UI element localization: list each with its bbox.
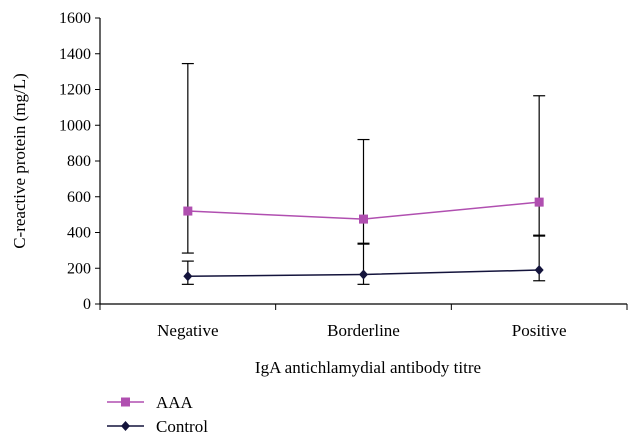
y-tick-label: 800 (67, 153, 91, 170)
data-point (534, 265, 544, 276)
x-axis-title: IgA antichlamydial antibody titre (255, 358, 481, 377)
y-tick-label: 400 (67, 225, 91, 242)
data-point (359, 214, 368, 224)
y-tick-label: 200 (67, 260, 91, 277)
series-layer (181, 62, 546, 285)
x-tick-label: Borderline (327, 321, 400, 340)
y-tick-label: 1400 (59, 46, 91, 63)
data-point (534, 197, 544, 207)
y-axis-title: C-reactive protein (mg/L) (10, 73, 29, 249)
data-point (183, 271, 193, 282)
y-tick-label: 0 (83, 296, 91, 313)
x-tick-label: Positive (512, 321, 567, 340)
data-point (121, 421, 130, 431)
legend: AAA Control (107, 393, 208, 435)
x-tick-labels: Negative Borderline Positive (157, 321, 566, 340)
legend-label: AAA (156, 393, 194, 412)
data-point (359, 269, 368, 280)
y-tick-label: 600 (67, 189, 91, 206)
chart-axes (95, 17, 628, 310)
x-tick-label: Negative (157, 321, 218, 340)
y-tick-label: 1600 (59, 10, 91, 27)
y-tick-labels: 0 200 400 600 800 1000 1200 1400 1600 (59, 10, 91, 313)
legend-label: Control (156, 417, 208, 435)
data-point (183, 206, 193, 216)
series-control (181, 234, 546, 285)
data-point (121, 397, 130, 407)
series-aaa (181, 62, 546, 254)
y-tick-label: 1200 (59, 82, 91, 99)
y-tick-label: 1000 (59, 117, 91, 134)
